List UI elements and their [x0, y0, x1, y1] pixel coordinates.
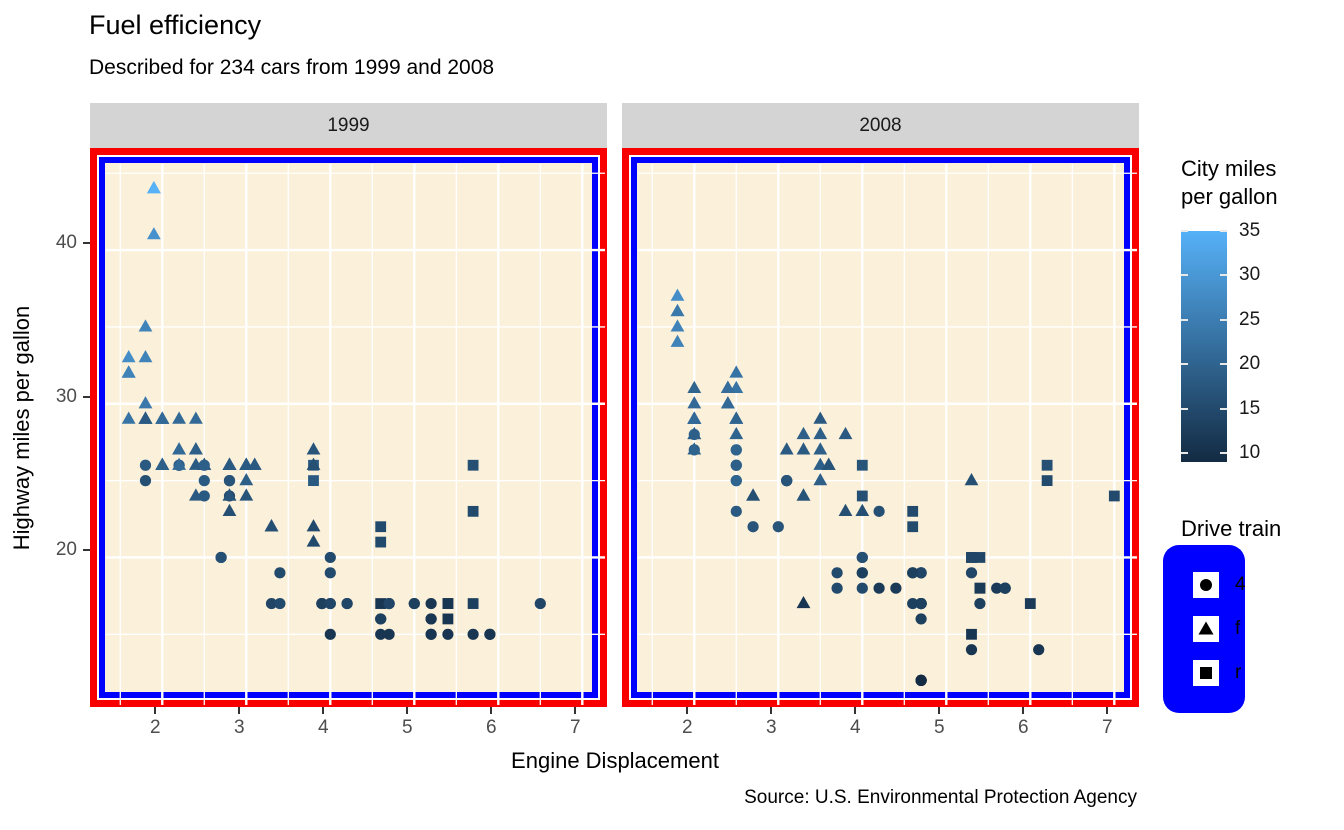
x-tick-label: 5: [934, 717, 945, 738]
colorbar-tick-right: [1220, 274, 1227, 277]
colorbar-tick-left: [1181, 363, 1188, 366]
legend-key-label: r: [1235, 662, 1242, 683]
legend-key-label: 4: [1235, 574, 1246, 595]
y-tick-label: 20: [55, 539, 77, 561]
colorbar-tick-label: 10: [1239, 442, 1261, 464]
chart-title: Fuel efficiency: [89, 10, 262, 40]
x-tick-mark: [406, 707, 409, 714]
x-tick-mark: [686, 707, 689, 714]
chart-subtitle: Described for 234 cars from 1999 and 200…: [89, 56, 495, 79]
colorbar-tick-label: 15: [1239, 397, 1261, 419]
colorbar-tick-right: [1220, 230, 1227, 232]
circle-icon: [1200, 579, 1212, 591]
y-tick-mark: [83, 395, 90, 398]
y-tick-label: 30: [55, 385, 77, 407]
x-tick-mark: [490, 707, 493, 714]
scatter-panel-2008: [622, 148, 1139, 707]
x-tick-mark: [238, 707, 241, 714]
facet-strip-1999: 1999: [90, 103, 607, 148]
square-icon: [1200, 667, 1212, 679]
scatter-panel-1999: [90, 148, 607, 707]
x-tick-mark: [322, 707, 325, 714]
x-tick-mark: [1106, 707, 1109, 714]
colorbar-tick-right: [1220, 363, 1227, 366]
colorbar-tick-left: [1181, 230, 1188, 232]
colorbar-tick-left: [1181, 407, 1188, 410]
x-tick-mark: [854, 707, 857, 714]
x-tick-label: 3: [765, 717, 777, 738]
scatter-points-2008: [638, 164, 1137, 705]
legend-key-f: [1193, 616, 1219, 642]
source-caption: Source: U.S. Environmental Protection Ag…: [744, 787, 1137, 808]
x-tick-mark: [938, 707, 941, 714]
facet-strip-label: 2008: [859, 114, 902, 136]
y-tick-mark: [83, 242, 90, 245]
x-tick-label: 2: [681, 717, 693, 738]
colorbar-tick-right: [1220, 452, 1227, 455]
color-legend-title: City miles per gallon: [1181, 156, 1278, 209]
legend-key-4: [1193, 572, 1219, 598]
x-tick-label: 6: [1018, 717, 1029, 738]
x-tick-mark: [1022, 707, 1025, 714]
x-tick-label: 7: [1102, 717, 1113, 738]
facet-strip-label: 1999: [327, 114, 370, 136]
x-tick-label: 2: [149, 717, 161, 738]
colorbar-tick-right: [1220, 407, 1227, 410]
x-tick-label: 5: [402, 717, 413, 738]
colorbar-tick-right: [1220, 318, 1227, 321]
y-axis-title: Highway miles per gallon: [9, 305, 34, 551]
y-tick-mark: [83, 549, 90, 552]
y-tick-label: 40: [55, 232, 77, 254]
colorbar-tick-label: 25: [1239, 308, 1261, 330]
x-tick-label: 4: [850, 717, 861, 738]
colorbar-tick-label: 20: [1239, 353, 1261, 375]
legend-key-label: f: [1235, 618, 1241, 639]
x-tick-label: 3: [233, 717, 245, 738]
color-gradient-bar: [1181, 231, 1227, 462]
colorbar-tick-left: [1181, 274, 1188, 277]
legend-key-r: [1193, 660, 1219, 686]
colorbar-tick-label: 30: [1239, 264, 1261, 286]
panel-inner-border: [631, 157, 1130, 698]
x-tick-mark: [154, 707, 157, 714]
shape-legend-title: Drive train: [1181, 516, 1282, 541]
x-tick-label: 4: [318, 717, 329, 738]
colorbar-tick-left: [1181, 318, 1188, 321]
x-tick-mark: [770, 707, 773, 714]
x-tick-label: 7: [570, 717, 581, 738]
scatter-points-1999: [106, 164, 605, 705]
x-tick-label: 6: [486, 717, 497, 738]
triangle-icon: [1198, 621, 1214, 635]
colorbar-tick-left: [1181, 452, 1188, 455]
facet-strip-2008: 2008: [622, 103, 1139, 148]
x-axis-title: Engine Displacement: [511, 748, 719, 773]
x-tick-mark: [574, 707, 577, 714]
colorbar-tick-label: 35: [1239, 220, 1261, 241]
